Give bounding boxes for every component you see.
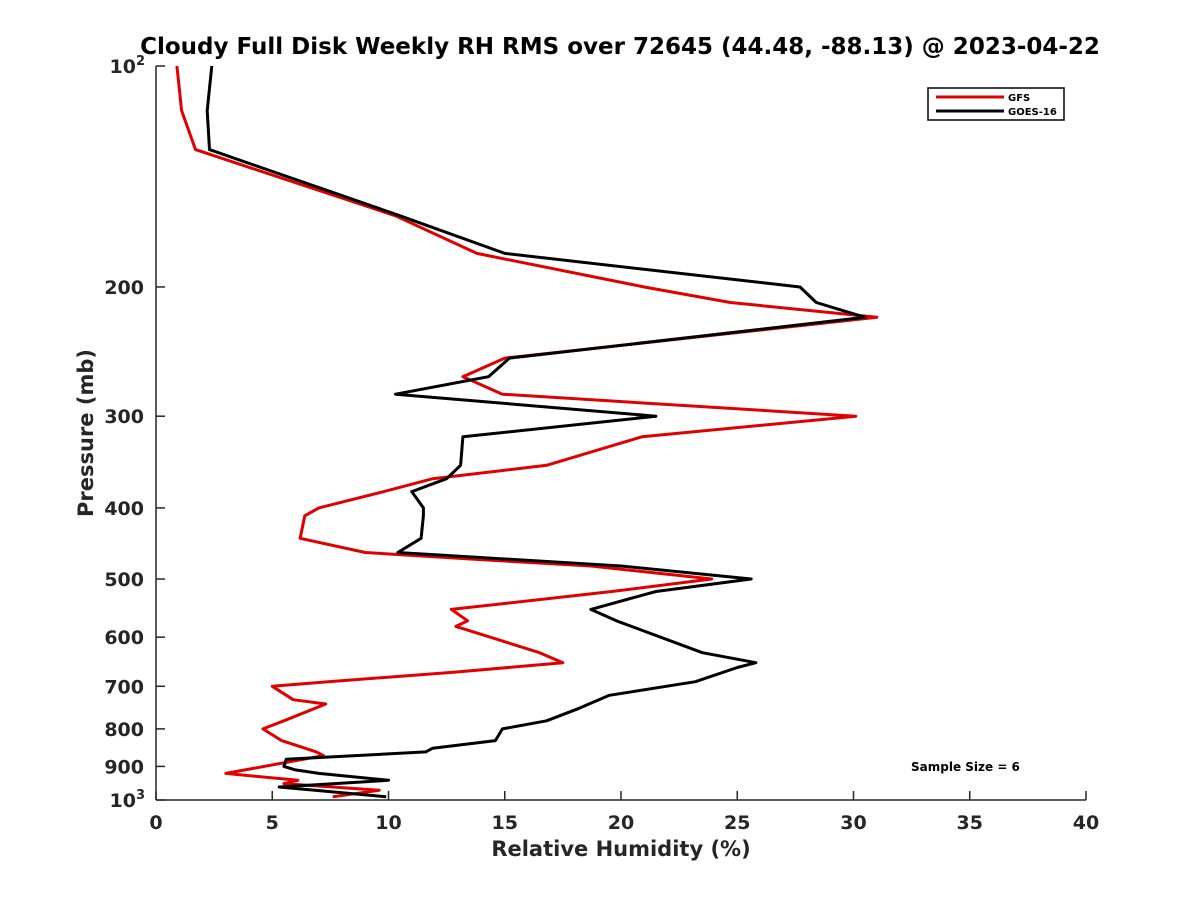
x-tick-label: 0 (149, 812, 162, 834)
y-axis-label: Pressure (mb) (74, 349, 98, 517)
x-axis-label: Relative Humidity (%) (491, 837, 750, 861)
y-tick-label: 700 (104, 676, 144, 698)
x-tick-label: 30 (840, 812, 866, 834)
y-tick-label: 600 (104, 627, 144, 649)
y-tick-label: 800 (104, 719, 144, 741)
legend-label-gfs: GFS (1008, 93, 1030, 104)
y-tick-label: 900 (104, 756, 144, 778)
sample-size-annotation: Sample Size = 6 (911, 760, 1020, 774)
y-tick-label: 500 (104, 569, 144, 591)
y-tick-exponent: 2 (136, 54, 145, 69)
x-tick-label: 20 (608, 812, 634, 834)
x-tick-label: 35 (957, 812, 983, 834)
x-tick-label: 5 (266, 812, 279, 834)
y-tick-label: 200 (104, 277, 144, 299)
chart-title: Cloudy Full Disk Weekly RH RMS over 7264… (140, 34, 1100, 60)
legend-label-goes16: GOES-16 (1008, 107, 1057, 118)
y-tick-label: 10 (110, 56, 136, 78)
y-tick-label: 300 (104, 406, 144, 428)
series-line-goes16 (205, 65, 867, 799)
y-tick-exponent: 3 (136, 788, 145, 803)
legend: GFS GOES-16 (927, 87, 1065, 121)
x-tick-label: 40 (1073, 812, 1099, 834)
y-tick-label: 400 (104, 498, 144, 520)
x-tick-label: 10 (375, 812, 401, 834)
legend-box (927, 87, 1065, 121)
x-tick-label: 25 (724, 812, 750, 834)
x-axis-ticks: 0 5 10 15 20 25 30 35 40 (149, 791, 1099, 834)
x-tick-label: 15 (492, 812, 518, 834)
y-tick-label: 10 (110, 790, 136, 812)
series-lines (175, 65, 879, 799)
